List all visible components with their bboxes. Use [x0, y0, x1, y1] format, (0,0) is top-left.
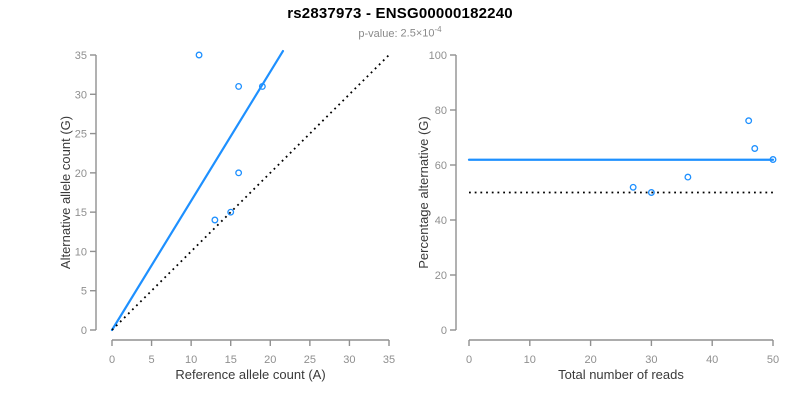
y-tick-label: 5: [81, 286, 87, 298]
y-tick-label: 60: [435, 160, 447, 172]
x-tick-label: 20: [264, 354, 276, 366]
x-tick-label: 0: [109, 354, 115, 366]
y-tick-label: 0: [81, 325, 87, 337]
p-value-mantissa: 2.5: [400, 27, 416, 40]
x-tick-label: 10: [524, 354, 536, 366]
data-point: [769, 156, 777, 163]
data-point: [745, 117, 753, 125]
data-point: [258, 82, 266, 90]
multiplication-sign: ×: [415, 27, 423, 40]
x-tick-label: 25: [304, 354, 316, 366]
x-tick-label: 30: [343, 354, 355, 366]
y-tick-label: 30: [75, 89, 87, 101]
data-point: [211, 216, 219, 224]
y-tick-label: 100: [429, 50, 447, 62]
allele-counts-x-axis-title: Reference allele count (A): [175, 367, 325, 382]
percentage-reads-scatter-plot: 0 20 40 60 80 100 0 10 20 30 40 50 Total number of r…: [416, 50, 779, 382]
y-tick-label: 0: [441, 325, 447, 337]
x-tick-label: 10: [185, 354, 197, 366]
y-tick-label: 20: [75, 168, 87, 180]
p-value-subtitle: p-value: 2.5×10-4: [0, 25, 800, 40]
y-tick-label: 15: [75, 207, 87, 219]
data-point: [195, 51, 203, 59]
percentage-vs-reads-y-axis-title: Percentage alternative (G): [416, 116, 431, 268]
p-value-label: p-value:: [358, 27, 398, 40]
p-value-base: 10: [422, 27, 435, 40]
data-point: [235, 82, 243, 90]
x-tick-label: 30: [645, 354, 657, 366]
x-tick-label: 40: [706, 354, 718, 366]
data-point: [647, 189, 655, 196]
allele-counts-y-axis-title: Alternative allele count (G): [58, 116, 73, 269]
fit-line: [110, 49, 285, 332]
x-tick-label: 50: [767, 354, 779, 366]
allele-count-scatter-plot: 0 5 10 15 20 25 30 35 0 5 10 15 20 25 30 35 Reference al…: [58, 49, 395, 382]
x-tick-label: 20: [584, 354, 596, 366]
p-value-exponent: -4: [434, 25, 442, 34]
percentage-vs-reads-x-axis-title: Total number of reads: [558, 367, 684, 382]
data-point: [629, 183, 637, 191]
y-tick-label: 80: [435, 105, 447, 117]
figure-title: rs2837973 - ENSG00000182240: [287, 5, 513, 22]
data-point: [235, 169, 243, 177]
y-tick-label: 20: [435, 270, 447, 282]
x-tick-label: 35: [383, 354, 395, 366]
identity-line: [111, 54, 390, 331]
x-tick-label: 5: [149, 354, 155, 366]
x-tick-label: 0: [466, 354, 472, 366]
y-tick-label: 25: [75, 129, 87, 141]
data-point: [751, 145, 759, 152]
data-point: [684, 173, 692, 181]
y-tick-label: 40: [435, 215, 447, 227]
y-tick-label: 10: [75, 246, 87, 258]
data-point: [227, 208, 235, 216]
y-tick-label: 35: [75, 50, 87, 62]
x-tick-label: 15: [225, 354, 237, 366]
